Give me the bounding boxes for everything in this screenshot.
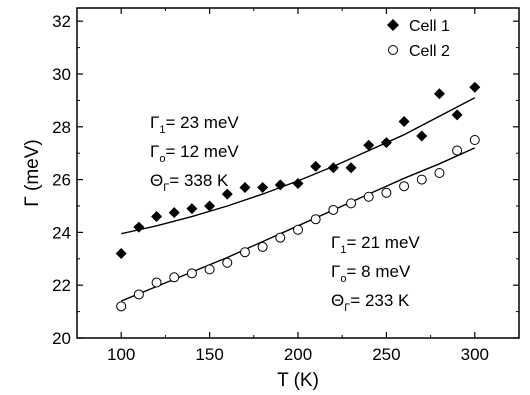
x-axis-title: T (K): [277, 370, 319, 391]
data-point-cell-2: [310, 214, 321, 225]
annotation-line: Γo= 12 meV: [150, 142, 239, 165]
data-point-cell-1: [398, 116, 410, 128]
data-point-cell-1: [257, 182, 269, 194]
plot-frame: [76, 7, 520, 339]
data-point-cell-2: [416, 174, 427, 185]
x-tick-label: 300: [461, 345, 489, 364]
data-points: [115, 81, 481, 312]
data-point-cell-2: [151, 277, 162, 288]
x-tick-label: 200: [284, 345, 312, 364]
data-point-cell-1: [327, 162, 339, 174]
data-point-cell-2: [204, 264, 215, 275]
legend-marker-circle: [388, 45, 398, 55]
data-point-cell-1: [416, 130, 428, 142]
data-point-cell-2: [399, 181, 410, 192]
data-point-cell-1: [115, 248, 127, 260]
data-point-cell-1: [239, 182, 251, 194]
annotation-cell-1-fit-parameters: Γ1= 23 meV Γo= 12 meV ΘΓ= 338 K: [150, 113, 239, 194]
data-point-cell-2: [257, 241, 268, 252]
data-point-cell-1: [274, 179, 286, 191]
data-point-cell-2: [186, 268, 197, 279]
data-point-cell-1: [310, 160, 322, 172]
data-point-cell-2: [133, 289, 144, 300]
data-point-cell-1: [433, 88, 445, 100]
data-point-cell-1: [363, 139, 375, 151]
data-point-cell-2: [275, 232, 286, 243]
data-point-cell-2: [346, 198, 357, 209]
y-tick-label: 32: [52, 12, 71, 31]
data-point-cell-1: [469, 81, 481, 93]
data-point-cell-2: [328, 204, 339, 215]
legend-marker-diamond: [387, 19, 399, 31]
annotation-line: Γo= 8 meV: [331, 262, 411, 285]
x-tick-label: 100: [107, 345, 135, 364]
annotation-cell-2-fit-parameters: Γ1= 21 meV Γo= 8 meV ΘΓ= 233 K: [331, 233, 420, 314]
data-point-cell-2: [452, 145, 463, 156]
data-point-cell-2: [363, 191, 374, 202]
data-point-cell-1: [151, 211, 163, 223]
legend-label-cell-2: Cell 2: [409, 43, 450, 60]
y-tick-label: 24: [52, 223, 71, 242]
data-point-cell-1: [133, 221, 145, 233]
legend-label-cell-1: Cell 1: [409, 18, 450, 35]
data-point-cell-1: [204, 200, 216, 212]
y-tick-label: 26: [52, 171, 71, 190]
y-tick-label: 30: [52, 65, 71, 84]
data-point-cell-1: [451, 109, 463, 121]
y-axis-title: Γ (meV): [22, 139, 43, 206]
data-point-cell-2: [381, 187, 392, 198]
y-axis: 20 22 24 26 28 30 32: [52, 12, 519, 348]
legend-item-cell-2: Cell 2: [388, 43, 450, 60]
x-tick-label: 250: [372, 345, 400, 364]
data-point-cell-2: [469, 135, 480, 145]
data-point-cell-1: [221, 188, 233, 200]
legend: Cell 1 Cell 2: [387, 18, 450, 60]
y-tick-label: 20: [52, 329, 71, 348]
data-point-cell-2: [434, 168, 445, 178]
data-point-cell-1: [292, 178, 304, 190]
y-tick-label: 28: [52, 118, 71, 137]
annotation-line: Γ1= 23 meV: [150, 113, 239, 136]
data-point-cell-1: [186, 203, 198, 215]
x-tick-label: 150: [195, 345, 223, 364]
x-axis: 100 150 200 250 300: [107, 8, 489, 364]
data-point-cell-1: [168, 207, 180, 219]
data-point-cell-1: [345, 162, 357, 174]
data-point-cell-2: [293, 224, 303, 235]
annotation-line: Γ1= 21 meV: [331, 233, 420, 256]
data-point-cell-2: [239, 247, 250, 258]
data-point-cell-2: [222, 257, 233, 268]
annotation-line: ΘΓ= 338 K: [150, 171, 229, 194]
data-point-cell-2: [116, 301, 127, 312]
y-tick-label: 22: [52, 276, 71, 295]
data-point-cell-1: [380, 137, 392, 149]
data-point-cell-2: [169, 272, 180, 283]
legend-item-cell-1: Cell 1: [387, 18, 450, 35]
annotation-line: ΘΓ= 233 K: [331, 291, 410, 314]
